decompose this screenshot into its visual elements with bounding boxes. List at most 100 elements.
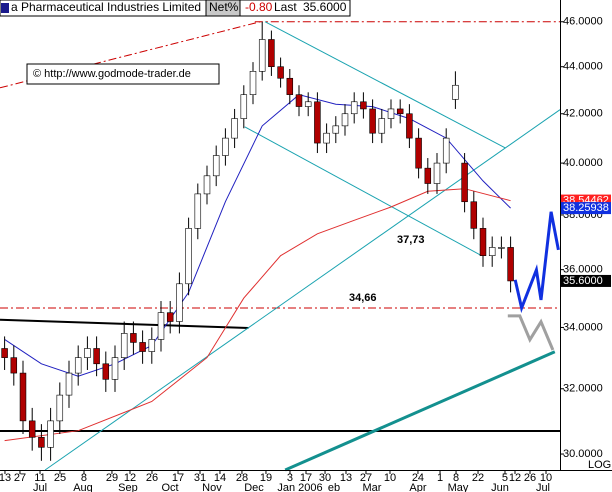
month-label: Aug — [73, 482, 93, 492]
net-label-box — [205, 0, 241, 17]
candle-body — [74, 357, 82, 374]
y-tick-label: 30.0000 — [563, 448, 603, 460]
overlay-line — [513, 211, 560, 314]
month-label: Dec — [244, 482, 264, 492]
candle-body — [157, 312, 165, 340]
y-tick-label: 46.0000 — [563, 16, 603, 28]
x-tick-label: 1 — [437, 472, 443, 484]
candle-body — [470, 201, 478, 229]
candle-body — [268, 39, 275, 68]
plot-area — [0, 21, 561, 472]
candle-body — [452, 84, 459, 100]
y-tick-label: 42.0000 — [563, 108, 603, 120]
candle-body — [65, 372, 73, 396]
candle-body — [240, 94, 248, 119]
candle-body — [38, 437, 45, 448]
x-tick-label: 8 — [81, 472, 87, 484]
candle-body — [387, 108, 395, 119]
price-tag-box — [561, 202, 611, 215]
x-tick-label: 19 — [260, 472, 272, 484]
x-tick-label: 31 — [194, 472, 206, 484]
candle-body — [314, 101, 321, 144]
x-tick-label: 30 — [319, 472, 331, 484]
candle-body — [231, 118, 238, 139]
month-label: Jul — [536, 482, 550, 492]
annotation: 37,73 — [397, 234, 425, 246]
y-tick-label: 34.0000 — [563, 321, 603, 333]
candle-body — [350, 101, 358, 115]
candle-body — [295, 94, 303, 107]
x-tick-label: 5 — [502, 472, 508, 484]
x-tick-label: 22 — [472, 472, 484, 484]
overlay-line — [4, 188, 511, 442]
month-label: May — [448, 482, 469, 492]
candle-body — [332, 125, 340, 134]
month-label: Jul — [33, 482, 47, 492]
candle-body — [507, 247, 514, 282]
candle-body — [203, 175, 211, 195]
month-label: eb — [328, 482, 340, 492]
x-tick-label: 11 — [34, 472, 45, 484]
x-tick-label: 29 — [106, 472, 118, 484]
candle-body — [433, 162, 441, 184]
month-label: Mar — [362, 482, 381, 492]
x-tick-label: 27 — [360, 472, 372, 484]
candle-body — [1, 348, 8, 358]
month-label: Apr — [409, 482, 426, 492]
x-tick-label: 14 — [214, 472, 226, 484]
price-tag-label: 35.6000 — [563, 275, 603, 287]
x-tick-label: 17 — [300, 472, 312, 484]
candle-body — [56, 394, 64, 422]
overlay-line — [264, 21, 506, 149]
candle-body — [139, 342, 146, 352]
x-tick-label: 28 — [236, 472, 248, 484]
overlay-line — [284, 350, 556, 472]
candle-body — [488, 247, 496, 256]
header: a Pharmaceutical Industries Limited Net%… — [0, 0, 351, 17]
candle-body — [185, 228, 192, 285]
candle-body — [166, 312, 174, 322]
month-label: Nov — [202, 482, 222, 492]
candle-body — [111, 357, 119, 380]
x-tick-label: 27 — [14, 472, 26, 484]
overlay-line — [4, 94, 511, 377]
candle-body — [341, 113, 349, 127]
x-tick-label: 10 — [540, 472, 552, 484]
x-tick-label: 13 — [0, 472, 11, 484]
x-tick-label: 17 — [172, 472, 184, 484]
candle-body — [93, 348, 100, 365]
price-tag-box — [561, 274, 611, 287]
candle-body — [415, 137, 422, 169]
y-tick-label: 32.0000 — [563, 383, 603, 395]
x-tick-label: 3 — [287, 472, 293, 484]
candle-body — [360, 101, 367, 110]
net-label: Net% — [209, 0, 239, 14]
candle-body — [369, 108, 376, 134]
net-value: -0.80 — [245, 0, 273, 14]
candle-body — [212, 155, 220, 177]
x-tick-label: 10 — [384, 472, 396, 484]
overlay-line — [507, 314, 555, 351]
candle-body — [222, 137, 229, 156]
month-label: Oct — [161, 482, 178, 492]
candle-body — [28, 420, 36, 438]
candle-body — [120, 333, 128, 358]
x-tick-label: 26 — [146, 472, 158, 484]
candle-body — [277, 66, 284, 79]
candle-body — [148, 339, 156, 352]
candle-body — [19, 372, 27, 422]
candle-body — [176, 283, 183, 322]
header-icon — [1, 3, 9, 13]
candle-body — [84, 348, 91, 358]
candle-body — [249, 71, 257, 95]
scale-label: LOG — [588, 459, 611, 471]
header-box — [0, 0, 351, 17]
candle-body — [461, 162, 468, 203]
candle-body — [304, 101, 312, 107]
last-value: 35.6000 — [303, 0, 347, 14]
month-label: Jan 2006 — [277, 482, 322, 492]
overlay-line — [244, 126, 481, 256]
price-tag-label: 38.25938 — [563, 202, 609, 214]
last-label: Last — [274, 0, 297, 14]
